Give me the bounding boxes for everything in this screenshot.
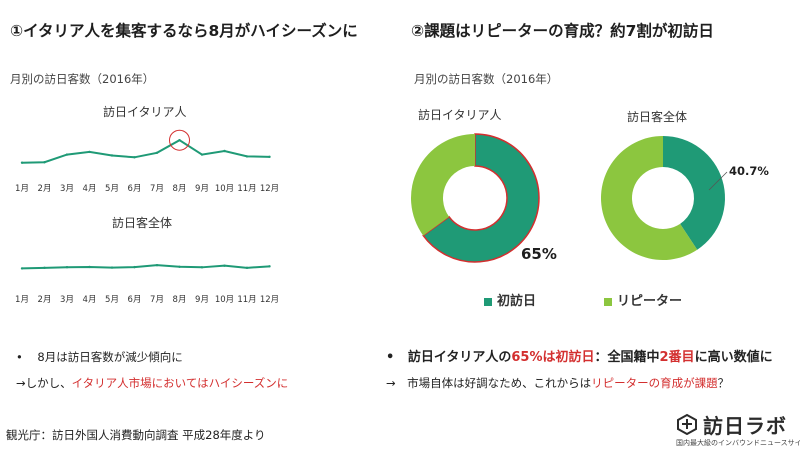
- right-bullet-2-highlight: リピーターの育成が課題: [591, 376, 718, 390]
- italy-tick-label: 7月: [150, 184, 164, 194]
- all-point: [268, 265, 271, 268]
- italy-tick-label: 9月: [195, 184, 209, 194]
- right-bullet-1-highlight-2: 2番目: [659, 350, 695, 365]
- all-tick-label: 6月: [128, 295, 142, 305]
- all-tick-label: 3月: [60, 295, 74, 305]
- all-point: [223, 264, 226, 267]
- all-point: [133, 265, 136, 269]
- italy-tick-label: 2月: [38, 184, 52, 194]
- all-tick-label: 4月: [83, 295, 97, 305]
- bullet-dot: •: [386, 350, 395, 365]
- all-point: [110, 266, 114, 269]
- all-point: [178, 265, 181, 268]
- source-note: 観光庁：訪日外国人消費動向調査 平成28年度より: [6, 428, 266, 442]
- italy-point: [133, 156, 136, 159]
- italy-point: [245, 155, 249, 158]
- italy-tick-label: 4月: [83, 184, 97, 194]
- line-chart-all: 1月 2月 3月 4月 5月 6月 7月 8月 9月 10月 11月 12月: [15, 263, 279, 305]
- italy-donut-slice-first-visit: [422, 133, 540, 263]
- italy-tick-label: 5月: [105, 184, 119, 194]
- donut-chart-italy: [411, 133, 540, 263]
- all-donut-slice-first-visit: [663, 136, 725, 250]
- right-bullet-1-highlight: 65%は初訪日: [511, 350, 595, 365]
- donut-2-title: 訪日客全体: [627, 110, 688, 124]
- all-series-line: [21, 264, 270, 270]
- italy-point: [110, 154, 114, 157]
- logo-text: 訪日ラボ: [703, 414, 787, 438]
- all-tick-label: 2月: [38, 295, 52, 305]
- legend-swatch-first: [484, 297, 492, 306]
- italy-series-line: [21, 139, 270, 164]
- italy-highlight-circle: [169, 129, 190, 151]
- donut-1-data-label: 65%: [521, 245, 557, 263]
- all-tick-label: 11月: [237, 295, 256, 305]
- left-subtitle: 月別の訪日客数（2016年）: [10, 72, 155, 86]
- italy-point: [178, 139, 181, 142]
- right-bullet-2-suffix: ？: [717, 376, 730, 390]
- all-tick-label: 9月: [195, 295, 209, 305]
- left-bullet-2: →しかし、イタリア人市場においてはハイシーズンに: [16, 375, 288, 391]
- all-donut-leader-line: [708, 171, 728, 191]
- bullet-dot: •: [16, 350, 23, 364]
- right-bullet-1: • 訪日イタリア人の65%は初訪日：全国籍中2番目に高い数値に: [386, 346, 773, 365]
- italy-point: [200, 153, 204, 156]
- all-point: [43, 266, 46, 270]
- all-tick-label: 7月: [150, 295, 164, 305]
- all-donut-slice-repeater: [600, 136, 698, 260]
- legend-first-label: 初訪日: [497, 294, 537, 309]
- italy-tick-label: 10月: [215, 184, 234, 194]
- italy-point: [43, 161, 46, 164]
- right-bullet-2: → 市場自体は好調なため、これからはリピーターの育成が課題？: [386, 375, 729, 391]
- legend-repeater-label: リピーター: [617, 294, 683, 309]
- all-tick-label: 5月: [105, 295, 119, 305]
- right-bullet-1-b: ：全国籍中: [594, 350, 660, 365]
- legend-first-visit: 初訪日: [484, 290, 536, 309]
- all-tick-label: 8月: [173, 295, 187, 305]
- italy-point: [65, 153, 69, 156]
- logo-mark-icon: [677, 413, 697, 435]
- logo-subtext: 国内最大級のインバウンドニュースサイト: [676, 439, 800, 447]
- all-point: [20, 267, 24, 270]
- all-tick-label: 12月: [260, 295, 279, 305]
- line-chart-italy: 1月 2月 3月 4月 5月 6月 7月 8月 9月 10月 11月 12月: [15, 129, 279, 194]
- right-heading: ②課題はリピーターの育成？約7割が初訪日: [411, 22, 714, 40]
- italy-tick-label: 12月: [260, 184, 279, 194]
- italy-point: [155, 151, 159, 154]
- legend-repeater: リピーター: [604, 290, 682, 309]
- all-point: [88, 265, 91, 269]
- italy-point: [20, 161, 24, 164]
- donut-1-title: 訪日イタリア人: [418, 108, 502, 122]
- left-heading: ①イタリア人を集客するなら8月がハイシーズンに: [10, 22, 358, 40]
- right-bullet-2-prefix: → 市場自体は好調なため、これからは: [386, 376, 592, 390]
- left-bullet-2-prefix: →しかし、: [16, 376, 72, 390]
- italy-point: [268, 155, 271, 159]
- all-point: [245, 266, 249, 270]
- all-point: [65, 266, 69, 269]
- line-chart-2-title: 訪日客全体: [112, 216, 173, 230]
- italy-tick-label: 1月: [15, 184, 29, 194]
- right-bullet-1-c: に高い数値に: [694, 350, 773, 365]
- italy-tick-label: 8月: [173, 184, 187, 194]
- italy-donut-slice-repeater: [411, 134, 475, 236]
- donut-chart-all: [600, 136, 728, 260]
- line-chart-1-title: 訪日イタリア人: [103, 105, 187, 119]
- right-subtitle: 月別の訪日客数（2016年）: [414, 72, 559, 86]
- right-bullet-1-a: 訪日イタリア人の: [407, 350, 512, 365]
- italy-tick-label: 11月: [237, 184, 256, 194]
- logo: 訪日ラボ 国内最大級のインバウンドニュースサイト: [676, 410, 800, 448]
- left-bullet-1-text: 8月は訪日客数が減少傾向に: [37, 350, 183, 364]
- italy-point: [223, 149, 226, 153]
- all-point: [200, 266, 204, 269]
- italy-point: [88, 150, 91, 154]
- italy-tick-label: 6月: [128, 184, 142, 194]
- donut-2-data-label: 40.7%: [729, 164, 769, 178]
- left-bullet-1: • 8月は訪日客数が減少傾向に: [16, 349, 183, 365]
- legend-swatch-repeater: [604, 297, 612, 306]
- all-point: [155, 263, 159, 267]
- all-tick-label: 10月: [215, 295, 234, 305]
- all-tick-label: 1月: [15, 295, 29, 305]
- italy-tick-label: 3月: [60, 184, 74, 194]
- left-bullet-2-highlight: イタリア人市場においてはハイシーズンに: [71, 376, 289, 390]
